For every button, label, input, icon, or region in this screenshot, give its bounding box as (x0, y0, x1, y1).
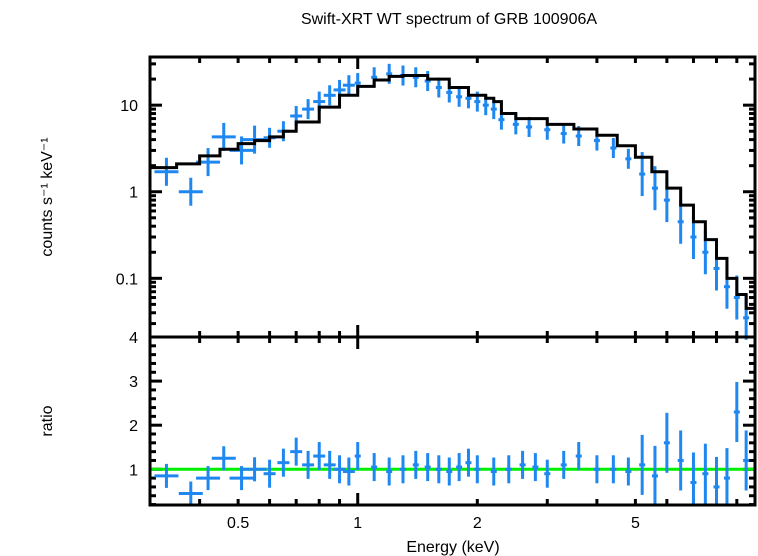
x-axis-label: Energy (keV) (406, 539, 499, 556)
data-point (610, 138, 617, 159)
data-point (412, 67, 419, 88)
ratio-point (229, 466, 254, 491)
data-point (456, 86, 463, 107)
data-point (625, 148, 632, 169)
ratio-point (424, 453, 431, 482)
ratio-point (399, 455, 406, 484)
y-axis-label-ratio: ratio (39, 405, 56, 436)
ratio-point (196, 466, 221, 491)
data-point (323, 85, 336, 106)
ratio-point (342, 457, 355, 486)
ratio-point (290, 437, 303, 466)
ratio-point (242, 457, 267, 482)
ratio-point (446, 457, 453, 486)
ratio-point (639, 434, 646, 495)
data-point (526, 116, 533, 137)
ratio-point (677, 430, 684, 491)
ratio-point (154, 463, 179, 488)
ratio-point (610, 455, 617, 484)
ratio-point (663, 412, 670, 473)
ratio-point (333, 455, 346, 484)
ratio-point (354, 442, 361, 471)
data-point (211, 122, 236, 151)
y-tick-label: 3 (129, 374, 138, 391)
ratio-point (505, 455, 512, 484)
y-tick-label: 1 (129, 462, 138, 479)
ratio-point (435, 455, 442, 484)
ratio-point (263, 459, 276, 488)
ratio-point (544, 459, 551, 488)
x-tick-label: 2 (473, 515, 482, 532)
ratio-point (178, 481, 203, 505)
y-tick-label: 4 (129, 330, 138, 347)
ratio-frame (148, 335, 757, 507)
ratio-point (702, 443, 709, 504)
data-point (677, 199, 684, 244)
data-point (302, 99, 315, 120)
data-point (178, 177, 203, 206)
ratio-point (723, 448, 730, 505)
ratio-point (371, 453, 378, 482)
ratio-point (323, 450, 336, 479)
ratio-point (651, 445, 658, 505)
ratio-point (412, 450, 419, 479)
spectrum-y-ticks: 10 1 0.1 (116, 62, 755, 326)
ratio-point (532, 453, 539, 482)
y-tick-label: 1 (129, 185, 138, 202)
data-point (154, 157, 179, 186)
chart-title: Swift-XRT WT spectrum of GRB 100906A (301, 11, 597, 28)
data-point (560, 123, 567, 144)
data-point (342, 75, 355, 96)
ratio-point (302, 450, 315, 479)
y-axis-label-spectrum: counts s⁻¹ keV⁻¹ (39, 137, 56, 256)
x-tick-label: 5 (631, 515, 640, 532)
x-tick-label: 0.5 (227, 515, 249, 532)
y-tick-label: 10 (120, 98, 138, 115)
data-point (639, 152, 646, 197)
ratio-point (690, 452, 697, 505)
y-tick-label: 0.1 (116, 271, 138, 288)
ratio-point (490, 457, 497, 486)
ratio-point (386, 457, 393, 486)
ratio-point (560, 450, 567, 479)
ratio-point (593, 455, 600, 484)
ratio-point (519, 450, 526, 479)
data-point (651, 166, 658, 211)
x-tick-label: 1 (353, 515, 362, 532)
ratio-y-ticks: 4 3 2 1 (129, 330, 755, 507)
ratio-point (743, 430, 750, 491)
ratio-point (277, 448, 290, 477)
ratio-point (625, 457, 632, 486)
ratio-point (456, 453, 463, 482)
ratio-point (211, 446, 236, 471)
ratio-point (313, 442, 326, 471)
y-tick-label: 2 (129, 418, 138, 435)
ratio-point (575, 442, 582, 471)
ratio-point (713, 456, 720, 505)
model-line (150, 74, 757, 324)
ratio-point (465, 448, 472, 477)
spectrum-data-points (154, 63, 750, 340)
ratio-point (733, 381, 740, 442)
spectrum-frame (148, 55, 757, 339)
ratio-data-points (154, 381, 750, 505)
data-point (435, 77, 442, 98)
ratio-point (474, 455, 481, 484)
